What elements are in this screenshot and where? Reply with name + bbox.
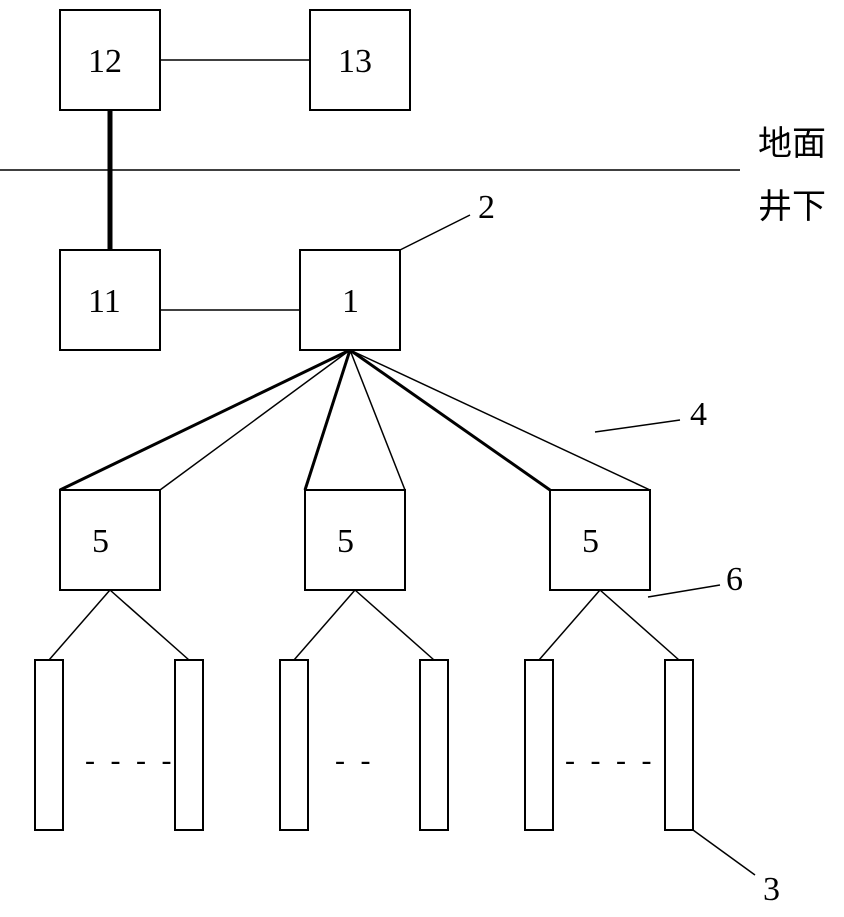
box-5-2 bbox=[550, 490, 650, 590]
label-13: 13 bbox=[338, 43, 372, 80]
fan-thin-2 bbox=[350, 350, 650, 490]
rod-0 bbox=[35, 660, 63, 830]
rod-2 bbox=[280, 660, 308, 830]
rod-1 bbox=[175, 660, 203, 830]
rod-link-4 bbox=[539, 590, 600, 660]
label-4: 4 bbox=[690, 396, 707, 433]
leader-3 bbox=[693, 830, 755, 875]
rod-link-1 bbox=[110, 590, 189, 660]
leader-2 bbox=[400, 215, 470, 250]
dash-3: - - - - bbox=[565, 744, 655, 777]
label-surface: 地面 bbox=[758, 125, 826, 163]
fan-thin-0 bbox=[160, 350, 350, 490]
fan-thick-0 bbox=[60, 350, 350, 490]
rod-link-0 bbox=[49, 590, 110, 660]
label-3: 3 bbox=[763, 871, 780, 908]
label-underground: 井下 bbox=[758, 188, 826, 226]
leader-6 bbox=[648, 585, 720, 597]
box-5-0 bbox=[60, 490, 160, 590]
rod-link-2 bbox=[294, 590, 355, 660]
rod-4 bbox=[525, 660, 553, 830]
box-5-1 bbox=[305, 490, 405, 590]
fan-thick-1 bbox=[305, 350, 350, 490]
fan-thick-2 bbox=[350, 350, 550, 490]
rod-3 bbox=[420, 660, 448, 830]
rod-5 bbox=[665, 660, 693, 830]
label-5c: 5 bbox=[582, 523, 599, 560]
label-5b: 5 bbox=[337, 523, 354, 560]
label-5a: 5 bbox=[92, 523, 109, 560]
rod-link-5 bbox=[600, 590, 679, 660]
rod-link-3 bbox=[355, 590, 434, 660]
label-12: 12 bbox=[88, 43, 122, 80]
leader-4 bbox=[595, 420, 680, 432]
label-1: 1 bbox=[342, 283, 359, 320]
label-6: 6 bbox=[726, 561, 743, 598]
label-2: 2 bbox=[478, 189, 495, 226]
label-11: 11 bbox=[88, 283, 121, 320]
dash-1: - - - - bbox=[85, 744, 175, 777]
dash-2: - - bbox=[335, 744, 374, 777]
